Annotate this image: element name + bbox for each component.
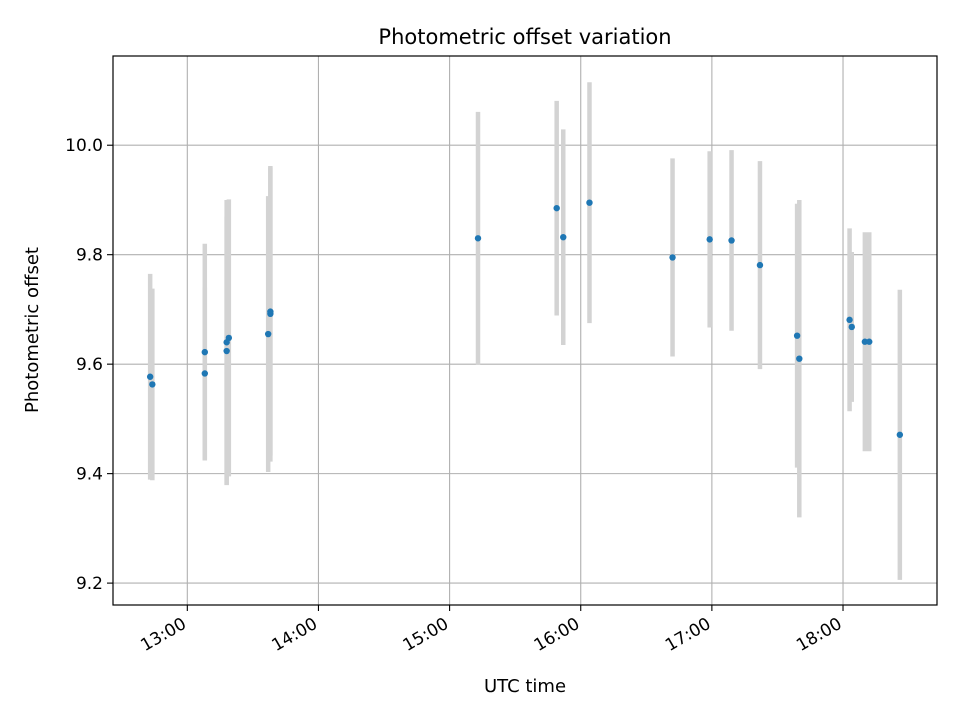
data-point xyxy=(669,254,676,261)
data-point xyxy=(866,338,873,345)
data-point xyxy=(706,236,713,243)
data-point xyxy=(264,330,272,338)
y-axis-ticks: 9.2 9.4 9.6 9.8 10.0 xyxy=(65,136,113,594)
data-point xyxy=(756,261,764,269)
y-tick-label: 10.0 xyxy=(65,136,103,156)
data-point xyxy=(793,332,801,339)
data-point xyxy=(223,347,230,355)
data-point xyxy=(796,355,803,362)
data-point xyxy=(201,348,208,356)
data-point xyxy=(728,237,735,244)
data-point xyxy=(553,204,560,212)
y-tick-label: 9.2 xyxy=(76,574,103,594)
data-point xyxy=(560,233,567,241)
data-point xyxy=(267,308,274,315)
x-axis-label: UTC time xyxy=(484,676,566,697)
y-tick-label: 9.8 xyxy=(76,246,103,266)
data-point xyxy=(896,431,904,438)
data-point xyxy=(201,370,208,377)
chart-title: Photometric offset variation xyxy=(378,25,671,49)
plot-frame xyxy=(112,55,938,606)
y-tick-label: 9.6 xyxy=(76,355,103,375)
y-tick-label: 9.4 xyxy=(76,465,103,485)
data-points xyxy=(146,199,904,438)
data-point xyxy=(846,316,853,324)
data-point xyxy=(146,373,154,380)
data-point xyxy=(861,338,869,345)
data-point xyxy=(149,381,156,388)
data-point xyxy=(225,334,233,342)
y-axis-label: Photometric offset xyxy=(22,247,43,413)
data-point xyxy=(586,199,593,206)
data-point xyxy=(474,235,482,242)
data-point xyxy=(848,323,855,331)
